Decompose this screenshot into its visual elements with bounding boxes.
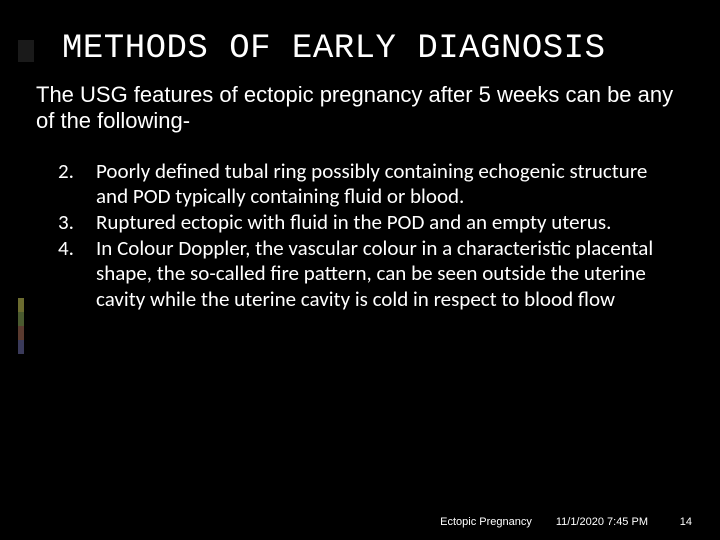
list-item-text: Ruptured ectopic with fluid in the POD a… bbox=[96, 210, 678, 236]
list-item: 2. Poorly defined tubal ring possibly co… bbox=[58, 159, 678, 210]
list-item-number: 4. bbox=[58, 236, 96, 313]
list-item-text: In Colour Doppler, the vascular colour i… bbox=[96, 236, 678, 313]
list-item: 3. Ruptured ectopic with fluid in the PO… bbox=[58, 210, 678, 236]
footer-subject: Ectopic Pregnancy bbox=[440, 516, 532, 528]
list-item: 4. In Colour Doppler, the vascular colou… bbox=[58, 236, 678, 313]
slide-footer: Ectopic Pregnancy 11/1/2020 7:45 PM 14 bbox=[0, 516, 720, 528]
intro-paragraph: The USG features of ectopic pregnancy af… bbox=[36, 82, 676, 135]
list-item-text: Poorly defined tubal ring possibly conta… bbox=[96, 159, 678, 210]
footer-page-number: 14 bbox=[672, 516, 692, 528]
slide-title: METHODS OF EARLY DIAGNOSIS bbox=[62, 30, 684, 68]
title-accent-block bbox=[18, 40, 34, 62]
accent-swatch bbox=[18, 340, 24, 354]
accent-swatch bbox=[18, 312, 24, 326]
slide: METHODS OF EARLY DIAGNOSIS The USG featu… bbox=[0, 0, 720, 540]
numbered-list: 2. Poorly defined tubal ring possibly co… bbox=[58, 159, 678, 313]
list-item-number: 2. bbox=[58, 159, 96, 210]
accent-swatch bbox=[18, 326, 24, 340]
side-accent-stack bbox=[18, 298, 24, 354]
list-item-number: 3. bbox=[58, 210, 96, 236]
accent-swatch bbox=[18, 298, 24, 312]
footer-datetime: 11/1/2020 7:45 PM bbox=[556, 516, 648, 528]
